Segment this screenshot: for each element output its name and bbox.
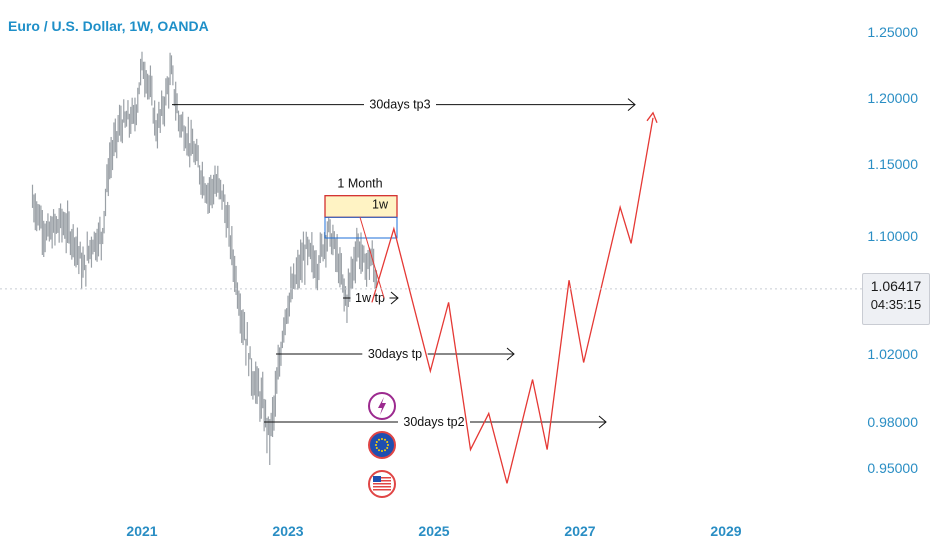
one-month-label: 1 Month xyxy=(337,177,382,191)
projection-layer xyxy=(371,111,658,484)
eu-star xyxy=(378,449,380,452)
target-tp2: 30days tp2 xyxy=(264,413,607,429)
target-tp2-arrowhead xyxy=(598,415,607,429)
price-bars-layer xyxy=(31,51,378,465)
us-stripe xyxy=(373,483,391,485)
eu-star xyxy=(381,438,383,440)
one-week-label: 1w xyxy=(372,198,389,212)
target-tp: 30days tp xyxy=(276,345,515,361)
bar-countdown: 04:35:15 xyxy=(870,297,922,312)
eu-star xyxy=(375,447,378,449)
eu-star xyxy=(384,449,386,452)
eu-star xyxy=(375,444,377,446)
eu-star xyxy=(381,450,383,452)
current-price-label: 1.06417 04:35:15 xyxy=(862,273,930,325)
target-1w-tp-arrowhead xyxy=(390,291,399,305)
target-tp3: 30days tp3 xyxy=(172,95,636,112)
time-tick-label: 2027 xyxy=(564,523,595,539)
projection-arrowhead xyxy=(646,111,658,124)
time-tick-label: 2025 xyxy=(418,523,449,539)
target-tp3-label: 30days tp3 xyxy=(369,98,430,112)
price-tick-label: 1.20000 xyxy=(867,90,918,106)
eu-star xyxy=(387,444,389,446)
target-1w-tp-label: 1w tp xyxy=(355,291,385,305)
projection-path xyxy=(371,117,654,484)
target-tp2-label: 30days tp2 xyxy=(403,415,464,429)
us-flag-icon xyxy=(368,470,396,498)
eu-star xyxy=(386,441,389,443)
time-tick-label: 2029 xyxy=(710,523,741,539)
us-stripe xyxy=(373,489,391,491)
eu-star xyxy=(375,441,378,443)
eu-star xyxy=(378,438,380,441)
zone-link-line xyxy=(359,217,385,299)
target-tp2-label-bg xyxy=(398,413,470,429)
us-stripe xyxy=(373,477,391,479)
target-tp-label-bg xyxy=(362,345,428,361)
chart-title: Euro / U.S. Dollar, 1W, OANDA xyxy=(8,18,209,34)
price-tick-label: 1.02000 xyxy=(867,346,918,362)
target-tp3-arrowhead xyxy=(627,98,636,111)
time-axis: 2021 2023 2025 2027 2029 xyxy=(126,523,741,539)
time-tick-label: 2021 xyxy=(126,523,157,539)
price-tick-label: 0.95000 xyxy=(867,460,918,476)
event-icons xyxy=(368,392,396,498)
eu-star xyxy=(384,438,386,441)
target-1w-tp-label-bg xyxy=(350,288,390,305)
us-stripe xyxy=(373,480,391,482)
target-1w-tp: 1w tp xyxy=(343,288,399,305)
us-stripe xyxy=(373,486,391,488)
price-tick-label: 1.25000 xyxy=(867,24,918,40)
annotations-layer: 30days tp3 30days tp 30days tp2 1w tp 1 Mont… xyxy=(172,95,636,429)
target-tp-label: 30days tp xyxy=(368,347,422,361)
target-tp3-label-bg xyxy=(364,95,436,112)
price-tick-label: 1.10000 xyxy=(867,228,918,244)
eu-flag-icon xyxy=(368,431,396,459)
us-canton xyxy=(373,476,381,482)
eu-flag-disc xyxy=(368,431,396,459)
price-axis: 1.25000 1.20000 1.15000 1.10000 1.02000 0.980… xyxy=(0,24,918,476)
time-tick-label: 2023 xyxy=(272,523,303,539)
lightning-icon-bolt xyxy=(378,397,386,415)
one-week-zone xyxy=(324,216,398,239)
target-tp-arrowhead xyxy=(506,347,515,361)
price-tick-label: 1.15000 xyxy=(867,156,918,172)
current-price-value: 1.06417 xyxy=(870,278,922,294)
price-tick-label: 0.98000 xyxy=(867,414,918,430)
eu-star xyxy=(386,447,389,449)
lightning-event-icon xyxy=(368,392,396,420)
